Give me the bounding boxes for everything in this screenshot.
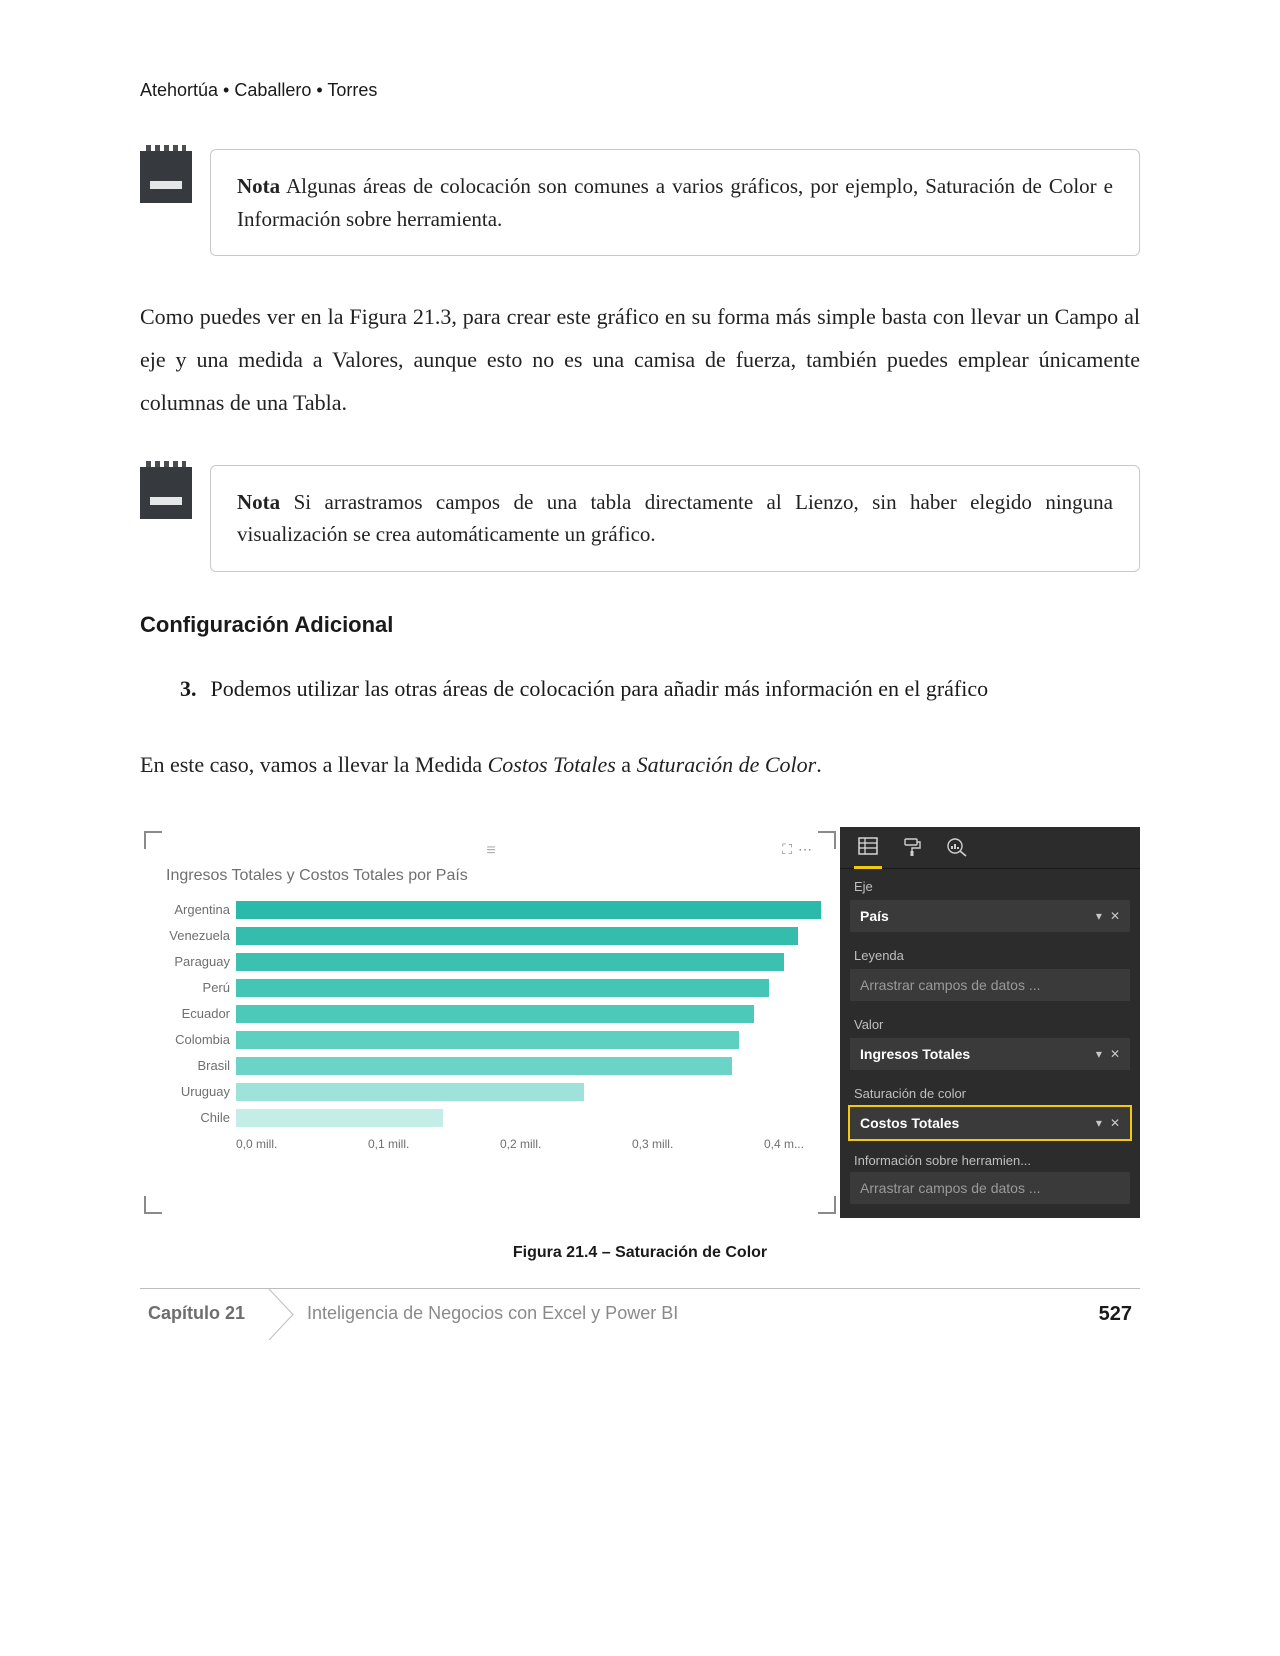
page-footer: Capítulo 21 Inteligencia de Negocios con… — [140, 1288, 1140, 1340]
eje-label: Eje — [840, 869, 1140, 900]
bar-label: Chile — [152, 1105, 236, 1131]
valor-well[interactable]: Ingresos Totales ▾ ✕ — [850, 1038, 1130, 1070]
drag-grip-icon[interactable]: ≡ — [486, 842, 493, 860]
p2-b: Costos Totales — [488, 752, 616, 777]
note-box-1: Nota Algunas áreas de colocación son com… — [210, 149, 1140, 256]
figure-21-4: ≡ ⛶ ⋯ Ingresos Totales y Costos Totales … — [140, 827, 1140, 1262]
saturacion-label: Saturación de color — [840, 1076, 1140, 1107]
tooltip-placeholder: Arrastrar campos de datos ... — [860, 1180, 1041, 1196]
leyenda-label: Leyenda — [840, 938, 1140, 969]
x-tick: 0,4 m... — [764, 1137, 804, 1151]
bar-chart: ArgentinaVenezuelaParaguayPerúEcuadorCol… — [152, 897, 828, 1131]
bar — [236, 1057, 732, 1075]
eje-value: País — [860, 908, 889, 924]
list-number: 3. — [180, 668, 197, 710]
chevron-down-icon[interactable]: ▾ — [1096, 1116, 1102, 1130]
list-text: Podemos utilizar las otras áreas de colo… — [211, 668, 1141, 710]
fields-tab[interactable] — [858, 837, 878, 868]
paint-roller-icon — [902, 837, 922, 857]
bar — [236, 901, 821, 919]
x-tick: 0,2 mill. — [500, 1137, 541, 1151]
analytics-tab[interactable] — [946, 837, 968, 868]
magnifier-chart-icon — [946, 837, 968, 857]
p2-e: . — [816, 752, 822, 777]
bar-label: Ecuador — [152, 1001, 236, 1027]
bar-label: Paraguay — [152, 949, 236, 975]
close-icon[interactable]: ✕ — [1110, 909, 1120, 923]
notepad-icon — [140, 151, 192, 203]
selection-corner-icon — [144, 1196, 162, 1214]
body-paragraph-1: Como puedes ver en la Figura 21.3, para … — [140, 296, 1140, 425]
chevron-down-icon[interactable]: ▾ — [1096, 909, 1102, 923]
note-block-2: Nota Si arrastramos campos de una tabla … — [140, 465, 1140, 572]
page-header-authors: Atehortúa • Caballero • Torres — [140, 80, 1140, 101]
p2-c: a — [616, 752, 637, 777]
note-text: Algunas áreas de colocación son comunes … — [237, 174, 1113, 231]
note-text: Si arrastramos campos de una tabla direc… — [237, 490, 1113, 547]
visualizations-panel: Eje País ▾ ✕ Leyenda Arrastrar campos de … — [840, 827, 1140, 1218]
format-tab[interactable] — [902, 837, 922, 868]
footer-chapter: Capítulo 21 — [140, 1289, 275, 1340]
valor-value: Ingresos Totales — [860, 1046, 970, 1062]
saturacion-value: Costos Totales — [860, 1115, 959, 1131]
note-bold: Nota — [237, 174, 280, 198]
footer-page-number: 527 — [1091, 1289, 1140, 1340]
body-paragraph-2: En este caso, vamos a llevar la Medida C… — [140, 744, 1140, 787]
p2-d: Saturación de Color — [637, 752, 817, 777]
figure-caption: Figura 21.4 – Saturación de Color — [140, 1244, 1140, 1262]
bar-label: Colombia — [152, 1027, 236, 1053]
x-tick: 0,1 mill. — [368, 1137, 409, 1151]
bar-label: Argentina — [152, 897, 236, 923]
bar-label: Perú — [152, 975, 236, 1001]
bar — [236, 953, 784, 971]
chart-title: Ingresos Totales y Costos Totales por Pa… — [166, 867, 828, 885]
leyenda-placeholder: Arrastrar campos de datos ... — [860, 977, 1041, 993]
bar-label: Venezuela — [152, 923, 236, 949]
notepad-icon — [140, 467, 192, 519]
x-tick: 0,0 mill. — [236, 1137, 277, 1151]
selection-corner-icon — [818, 1196, 836, 1214]
bar — [236, 1083, 584, 1101]
panel-tabs — [840, 827, 1140, 869]
bar-label: Brasil — [152, 1053, 236, 1079]
list-item-3: 3. Podemos utilizar las otras áreas de c… — [140, 668, 1140, 710]
chart-topbar: ≡ ⛶ ⋯ — [152, 841, 828, 861]
chevron-down-icon[interactable]: ▾ — [1096, 1047, 1102, 1061]
x-axis: 0,0 mill. 0,1 mill. 0,2 mill. 0,3 mill. 0,4 … — [152, 1137, 828, 1151]
fields-tab-icon — [858, 837, 878, 855]
footer-title: Inteligencia de Negocios con Excel y Pow… — [307, 1289, 1091, 1340]
leyenda-well[interactable]: Arrastrar campos de datos ... — [850, 969, 1130, 1001]
tooltip-well[interactable]: Arrastrar campos de datos ... — [850, 1172, 1130, 1204]
footer-divider-icon — [275, 1289, 307, 1340]
note-block-1: Nota Algunas áreas de colocación son com… — [140, 149, 1140, 256]
bar — [236, 979, 769, 997]
bar — [236, 1005, 754, 1023]
bar-label: Uruguay — [152, 1079, 236, 1105]
p2-a: En este caso, vamos a llevar la Medida — [140, 752, 488, 777]
more-options-icon[interactable]: ⋯ — [798, 841, 812, 858]
note-bold: Nota — [237, 490, 280, 514]
bar — [236, 927, 798, 945]
eje-well[interactable]: País ▾ ✕ — [850, 900, 1130, 932]
bar — [236, 1109, 443, 1127]
close-icon[interactable]: ✕ — [1110, 1116, 1120, 1130]
tooltip-label: Información sobre herramien... — [840, 1145, 1140, 1172]
focus-mode-icon[interactable]: ⛶ — [782, 841, 792, 858]
valor-label: Valor — [840, 1007, 1140, 1038]
x-tick: 0,3 mill. — [632, 1137, 673, 1151]
bar — [236, 1031, 739, 1049]
section-title: Configuración Adicional — [140, 612, 1140, 638]
chart-card: ≡ ⛶ ⋯ Ingresos Totales y Costos Totales … — [140, 827, 840, 1218]
close-icon[interactable]: ✕ — [1110, 1047, 1120, 1061]
note-box-2: Nota Si arrastramos campos de una tabla … — [210, 465, 1140, 572]
saturacion-well[interactable]: Costos Totales ▾ ✕ — [850, 1107, 1130, 1139]
